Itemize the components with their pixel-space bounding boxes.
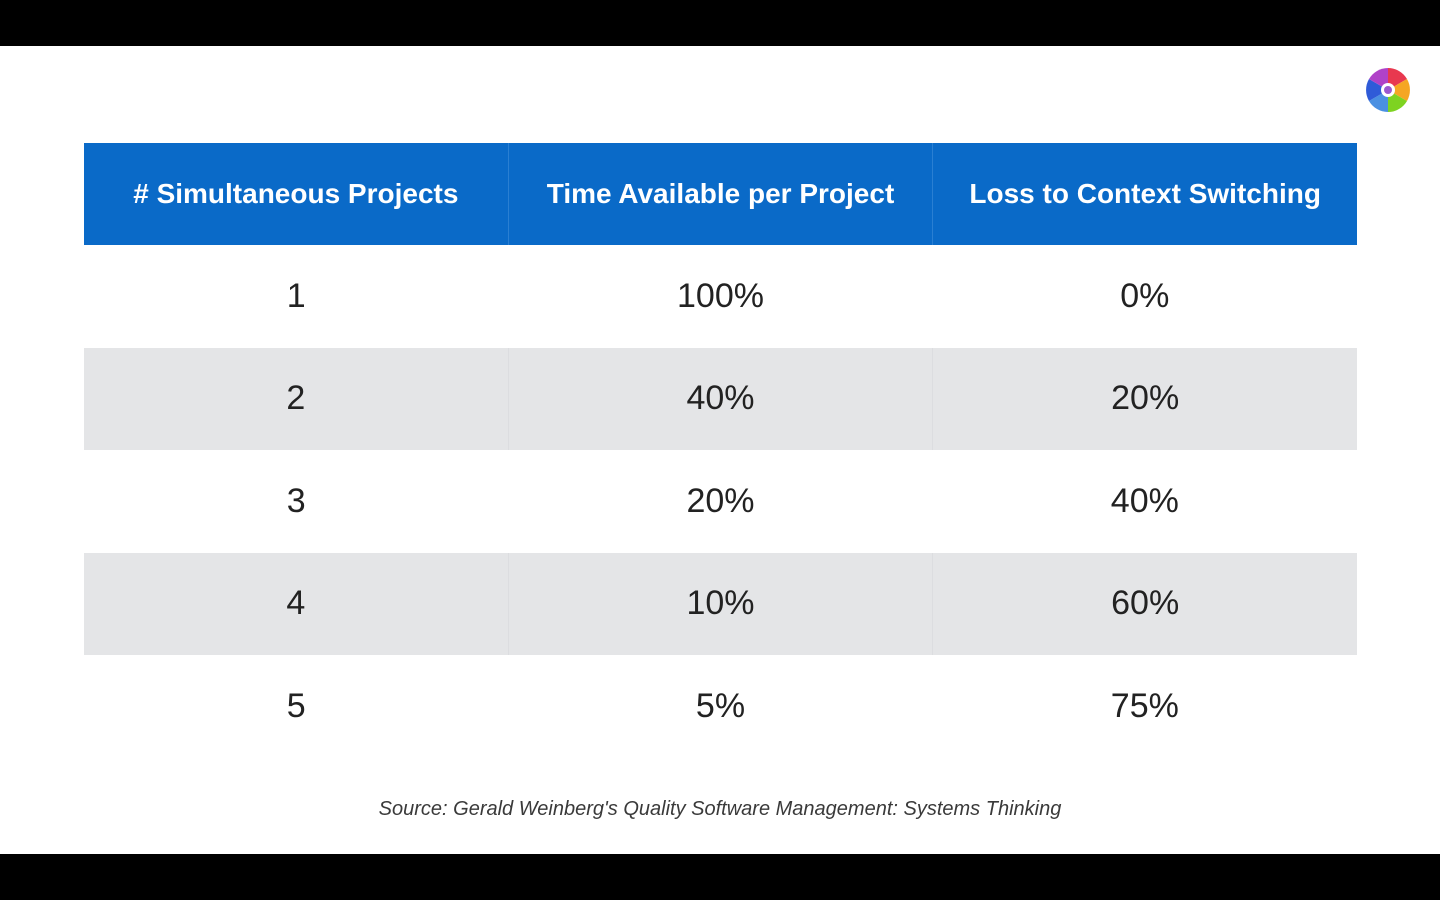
- table-cell: 75%: [1110, 686, 1179, 725]
- table-cell: 2: [286, 379, 306, 418]
- table-cell: 60%: [932, 552, 1357, 655]
- table-cell: 4: [286, 584, 306, 623]
- letterbox-bottom: [0, 854, 1440, 900]
- table-cell: 20%: [686, 481, 755, 520]
- source-caption: Source: Gerald Weinberg's Quality Softwa…: [378, 798, 1062, 820]
- column-header-loss-context-switching: Loss to Context Switching: [932, 143, 1357, 245]
- table-cell: 0%: [1120, 276, 1170, 315]
- table-header-row: # Simultaneous Projects Time Available p…: [84, 143, 1357, 245]
- pinwheel-logo-icon: [1366, 68, 1410, 112]
- table-cell: 3: [286, 481, 306, 520]
- table-cell: 20%: [932, 347, 1357, 450]
- table-row: 3 20% 40%: [84, 450, 1357, 553]
- table-cell: 40%: [1110, 481, 1179, 520]
- column-header-simultaneous-projects: # Simultaneous Projects: [133, 178, 459, 209]
- table-row: 4 10% 60%: [84, 552, 1357, 655]
- table-cell: 1: [286, 276, 306, 315]
- table-cell: 100%: [677, 276, 764, 315]
- table-cell: 5%: [695, 686, 746, 725]
- data-table: # Simultaneous Projects Time Available p…: [84, 143, 1357, 758]
- table-row: 2 40% 20%: [84, 347, 1357, 450]
- column-header-time-available: Time Available per Project: [507, 143, 933, 245]
- table-row: 1 100% 0%: [84, 245, 1357, 348]
- letterbox-top: [0, 0, 1440, 46]
- table-cell: 10%: [507, 552, 933, 655]
- slide: # Simultaneous Projects Time Available p…: [0, 46, 1440, 854]
- table-row: 5 5% 75%: [84, 655, 1357, 758]
- table-cell: 40%: [507, 347, 933, 450]
- table-cell: 5: [286, 686, 306, 725]
